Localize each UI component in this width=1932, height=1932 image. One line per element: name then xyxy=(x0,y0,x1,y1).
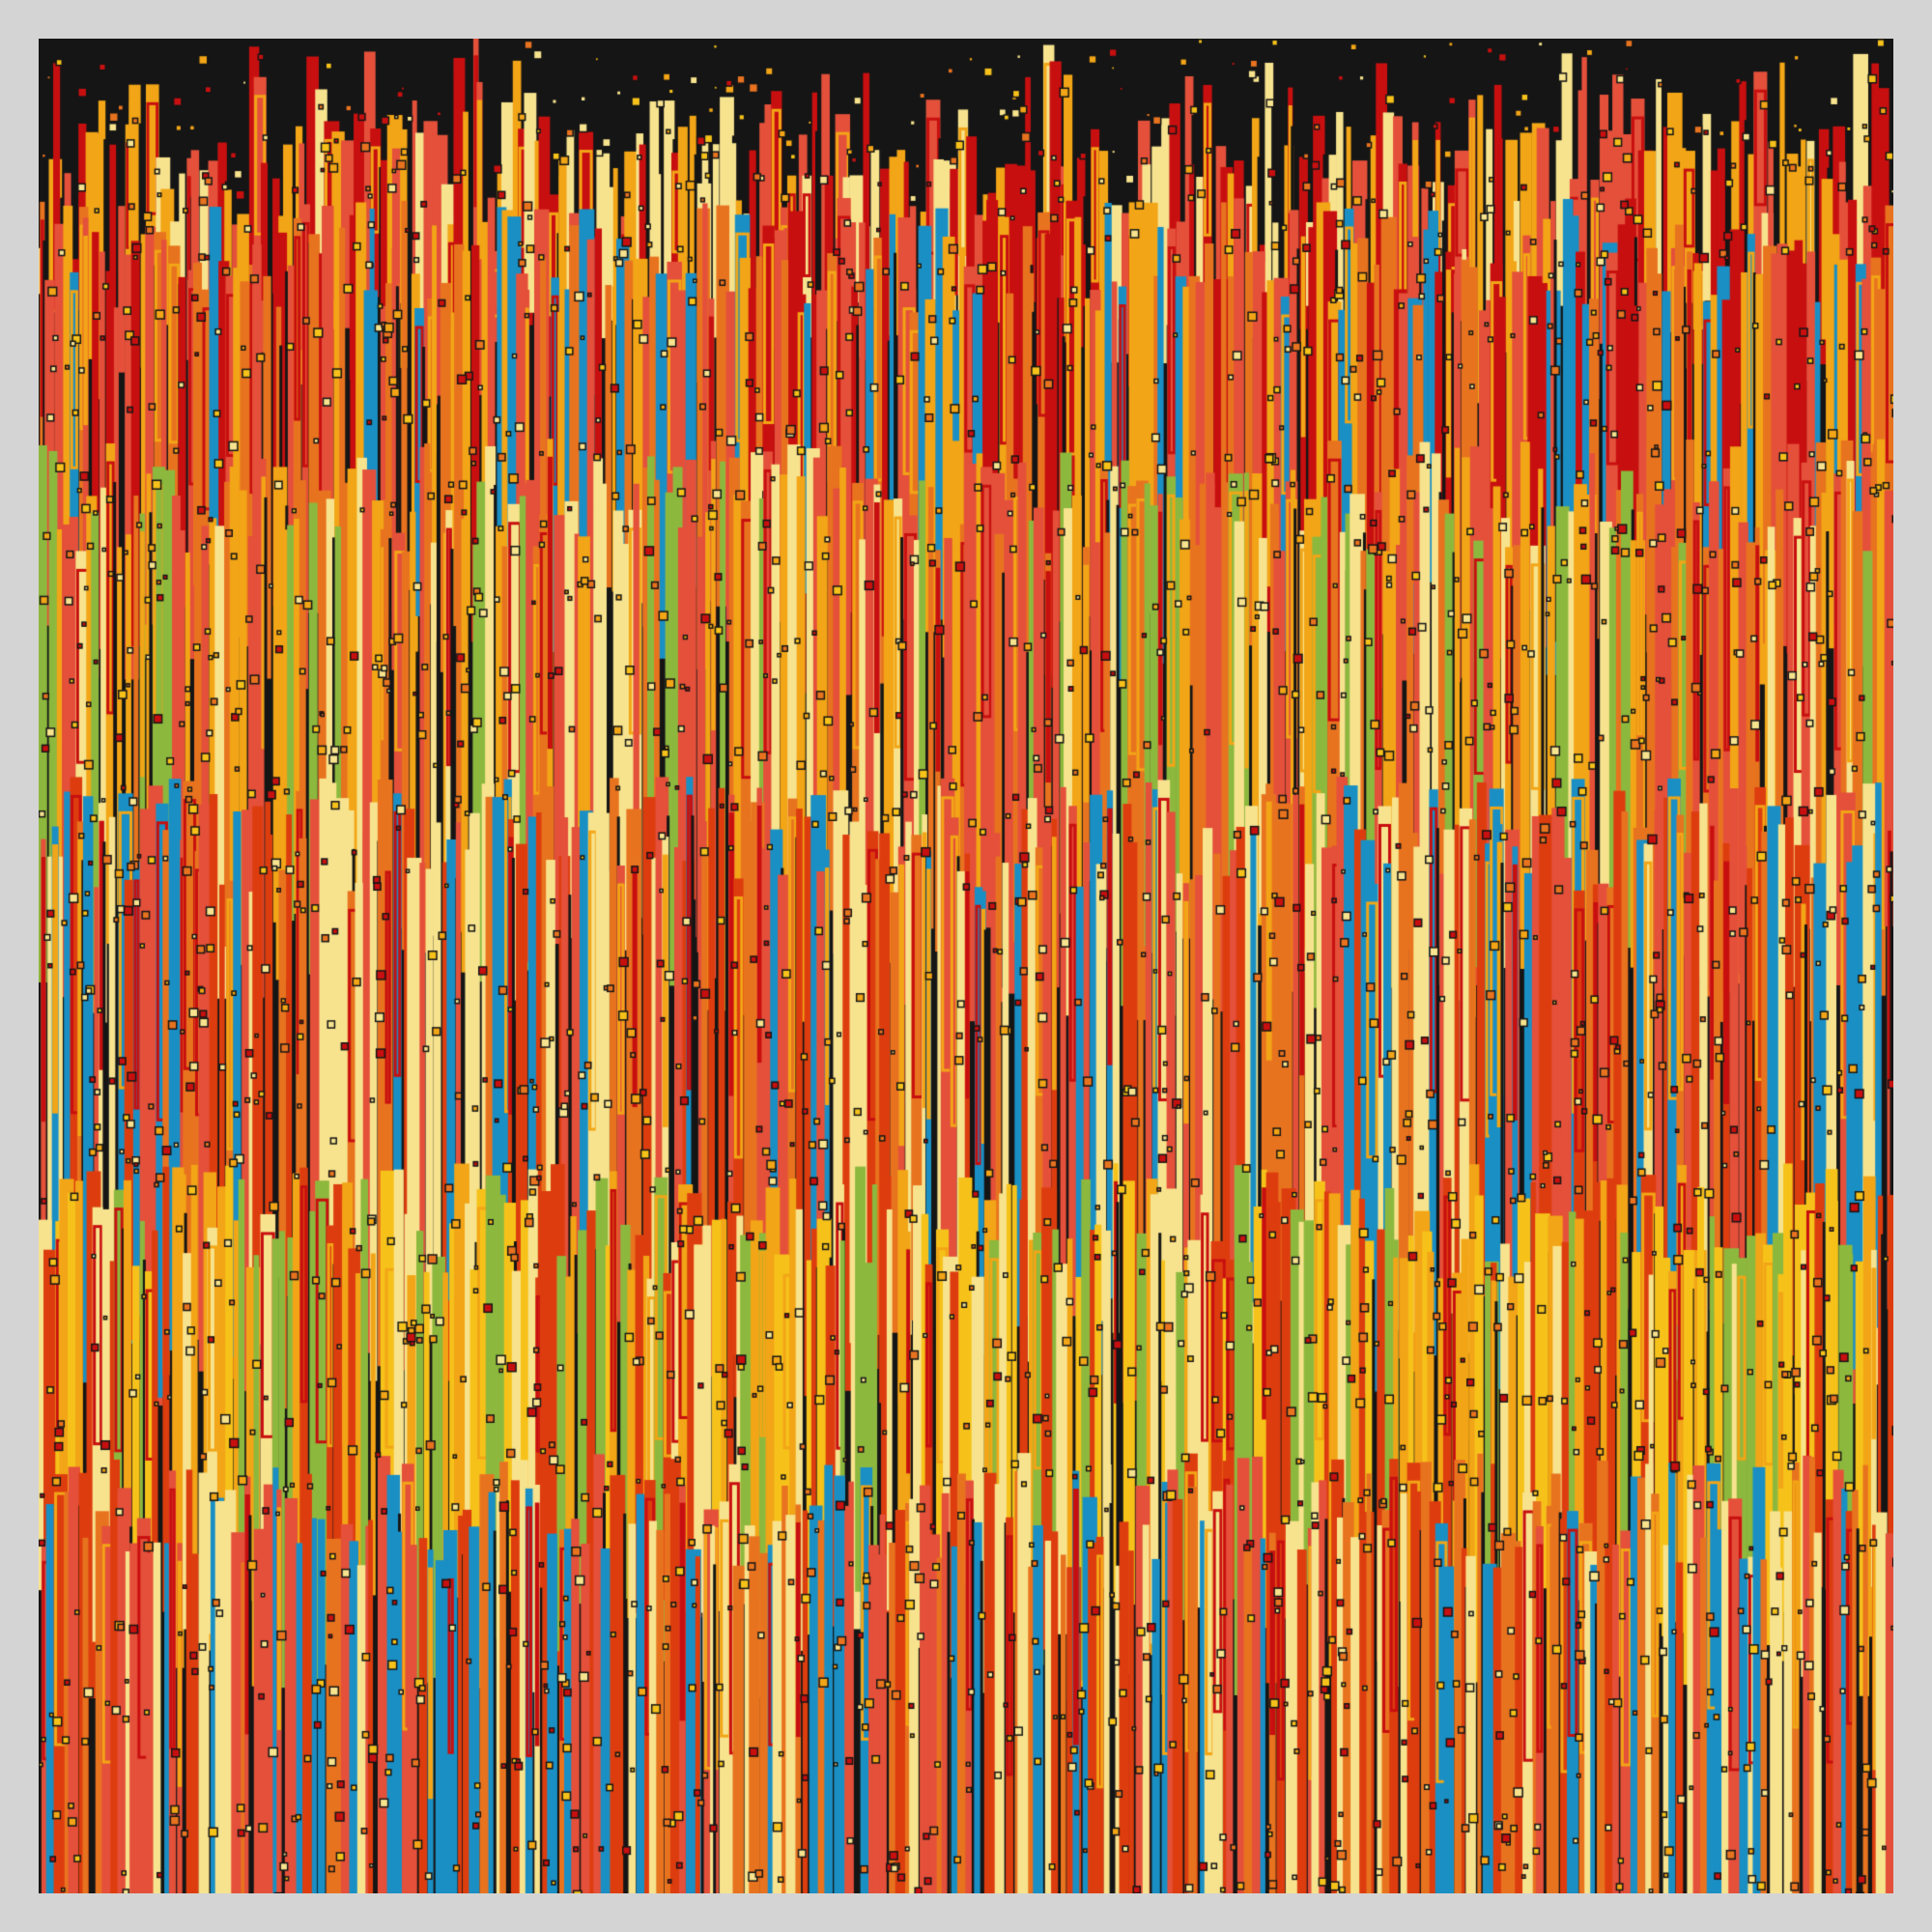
generative-artwork-canvas xyxy=(39,39,1893,1893)
